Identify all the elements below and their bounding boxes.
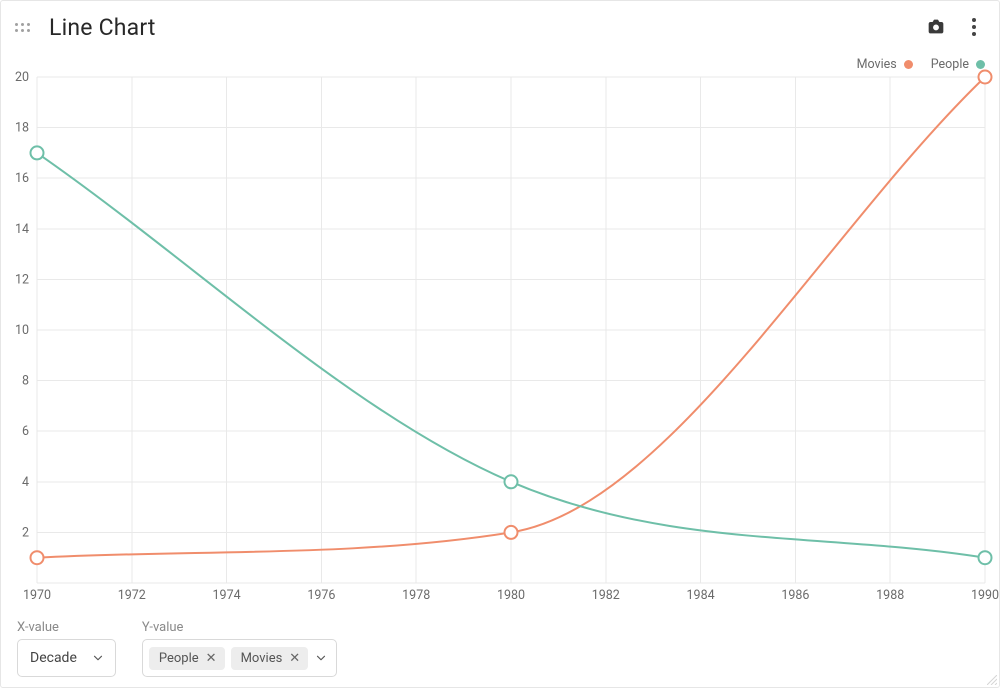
- svg-text:20: 20: [15, 70, 29, 85]
- screenshot-icon[interactable]: [925, 16, 947, 38]
- svg-text:1982: 1982: [592, 588, 620, 603]
- svg-text:1974: 1974: [213, 588, 241, 603]
- chevron-down-icon: [91, 651, 105, 665]
- chip-label: Movies: [241, 651, 283, 666]
- y-value-control: Y-value People ✕ Movies ✕: [142, 620, 337, 677]
- more-menu-icon[interactable]: [965, 16, 983, 38]
- header-actions: [925, 16, 983, 38]
- y-chips-container: People ✕ Movies ✕: [149, 647, 308, 670]
- svg-text:12: 12: [15, 272, 29, 287]
- chip-remove-icon[interactable]: ✕: [289, 652, 300, 665]
- svg-text:8: 8: [22, 374, 29, 389]
- chip-label: People: [159, 651, 199, 666]
- chart-area: MoviesPeople 197019721974197619781980198…: [1, 53, 999, 607]
- svg-text:14: 14: [15, 222, 29, 237]
- svg-text:2: 2: [22, 525, 29, 540]
- drag-handle-icon[interactable]: [13, 18, 31, 36]
- svg-text:1970: 1970: [23, 588, 51, 603]
- svg-text:1984: 1984: [687, 588, 715, 603]
- svg-text:1978: 1978: [402, 588, 430, 603]
- x-value-control: X-value Decade: [17, 620, 116, 677]
- chevron-down-icon: [314, 651, 328, 665]
- svg-text:10: 10: [15, 323, 29, 338]
- svg-text:1972: 1972: [118, 588, 146, 603]
- line-chart-svg: 1970 1972 1974 1976 1978 1980 1982 1984 1986 1988…: [1, 53, 999, 607]
- panel-header: Line Chart: [1, 1, 999, 53]
- svg-text:1986: 1986: [781, 588, 809, 603]
- panel-title: Line Chart: [49, 14, 925, 41]
- x-value-select[interactable]: Decade: [17, 639, 116, 677]
- svg-text:18: 18: [15, 121, 29, 136]
- x-value-label: X-value: [17, 620, 116, 635]
- svg-text:1990: 1990: [971, 588, 999, 603]
- y-value-label: Y-value: [142, 620, 337, 635]
- svg-text:1976: 1976: [307, 588, 335, 603]
- y-value-chip[interactable]: People ✕: [149, 647, 225, 670]
- svg-text:16: 16: [15, 171, 29, 186]
- svg-text:4: 4: [22, 475, 29, 490]
- y-value-chip[interactable]: Movies ✕: [231, 647, 309, 670]
- svg-text:1988: 1988: [876, 588, 904, 603]
- y-value-multiselect[interactable]: People ✕ Movies ✕: [142, 639, 337, 677]
- svg-text:1980: 1980: [497, 588, 525, 603]
- x-value-selected: Decade: [30, 650, 77, 666]
- chart-controls: X-value Decade Y-value People ✕ Movies ✕: [17, 620, 337, 677]
- svg-text:6: 6: [22, 424, 29, 439]
- chart-panel: Line Chart Movies People 1970 1972 1974 1976…: [0, 0, 1000, 688]
- resize-handle-icon[interactable]: [987, 675, 997, 685]
- chip-remove-icon[interactable]: ✕: [206, 652, 217, 665]
